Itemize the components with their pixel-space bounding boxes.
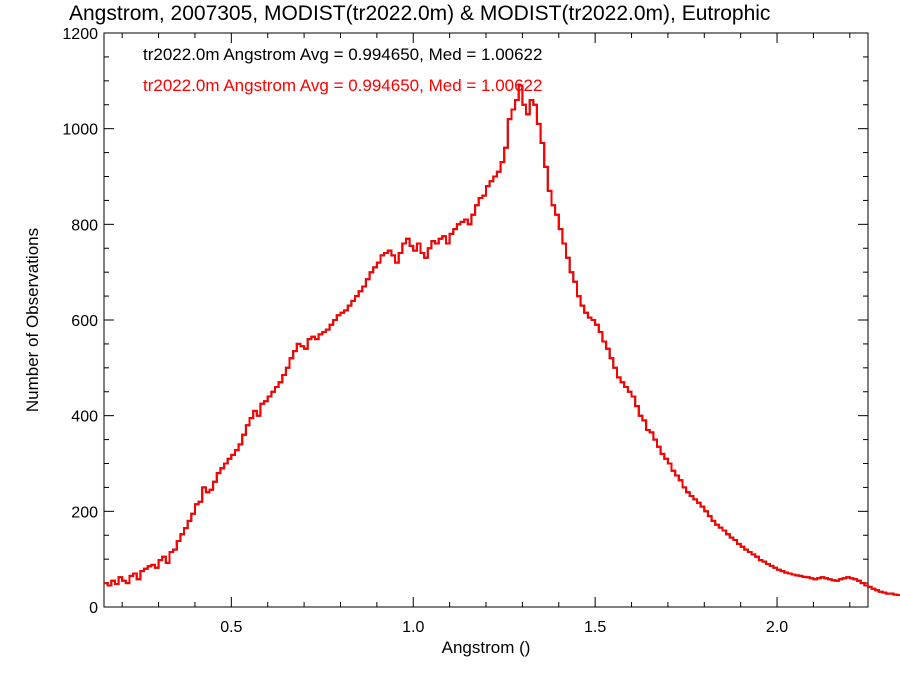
y-tick-label: 1000 (62, 122, 98, 139)
legend-entry-red: tr2022.0m Angstrom Avg = 0.994650, Med =… (143, 76, 543, 95)
plot-frame (103, 32, 869, 608)
axis-ticks: 0.5 1.0 1.5 2.0 0 200 400 600 800 1000 1200 (62, 26, 868, 636)
x-tick-label: 1.0 (402, 619, 424, 636)
y-tick-label: 0 (89, 600, 98, 617)
x-tick-label: 1.5 (584, 619, 606, 636)
histogram-series-black (104, 84, 900, 597)
y-tick-label: 600 (71, 313, 98, 330)
y-tick-label: 400 (71, 409, 98, 426)
histogram-series-red (104, 84, 900, 597)
x-tick-label: 0.5 (220, 619, 242, 636)
y-tick-label: 1200 (62, 26, 98, 43)
y-tick-label: 800 (71, 217, 98, 234)
legend-entry-black: tr2022.0m Angstrom Avg = 0.994650, Med =… (143, 45, 543, 64)
x-axis-label: Angstrom () (441, 638, 531, 657)
y-tick-label: 200 (71, 504, 98, 521)
chart-title: Angstrom, 2007305, MODIST(tr2022.0m) & M… (69, 2, 771, 25)
series-group (104, 84, 900, 597)
x-tick-label: 2.0 (766, 619, 788, 636)
